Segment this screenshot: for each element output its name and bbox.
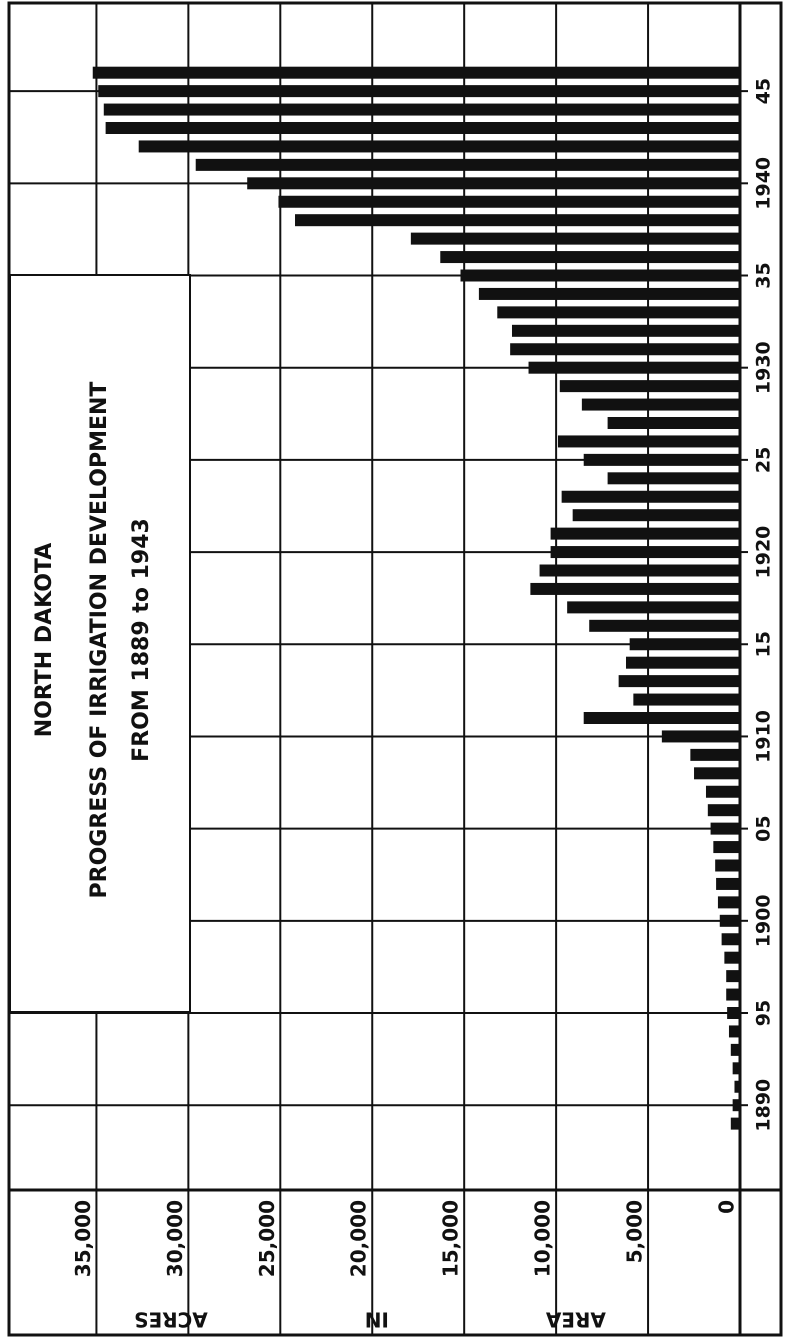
bar: [528, 361, 740, 374]
x-tick-label: 1940: [753, 157, 775, 210]
bar: [460, 269, 740, 282]
y-tick-label: 0: [715, 1200, 739, 1214]
bar: [98, 85, 740, 98]
bar: [557, 435, 740, 448]
bar: [589, 619, 740, 632]
bar: [510, 343, 740, 356]
bar: [583, 453, 740, 466]
bar: [727, 1007, 740, 1019]
bar: [295, 214, 740, 227]
bar: [732, 1062, 740, 1075]
bar: [92, 66, 740, 79]
bar: [707, 804, 740, 817]
x-tick-label: 15: [753, 631, 775, 657]
bar: [629, 638, 740, 651]
y-tick-label: 15,000: [439, 1200, 463, 1277]
bar: [497, 306, 740, 319]
bar: [694, 767, 740, 780]
y-tick-label: 5,000: [623, 1200, 647, 1263]
bar: [730, 1117, 740, 1130]
bar: [550, 527, 740, 540]
bar: [410, 232, 740, 245]
bar: [728, 1025, 740, 1038]
bar: [734, 1080, 740, 1093]
bar: [583, 712, 740, 724]
bar: [690, 748, 740, 761]
bar: [539, 564, 740, 577]
bar: [710, 822, 740, 835]
bar: [705, 785, 740, 798]
bar: [607, 417, 740, 429]
bar: [105, 122, 740, 134]
bar: [618, 675, 740, 688]
x-tick-label: 1930: [753, 341, 775, 394]
x-tick-label: 45: [753, 78, 775, 104]
bar: [561, 490, 740, 503]
bar: [715, 859, 740, 872]
x-tick-label: 1900: [753, 894, 775, 947]
bar: [138, 140, 741, 153]
chart-title: NORTH DAKOTA: [32, 543, 57, 738]
bar: [730, 1043, 740, 1056]
bar: [195, 158, 740, 171]
bar: [440, 251, 740, 264]
bar: [716, 877, 740, 890]
chart-subtitle: FROM 1889 to 1943: [129, 518, 154, 762]
x-tick-label: 1920: [753, 526, 775, 579]
bar: [719, 914, 740, 927]
title-box: [9, 274, 191, 1013]
bar: [559, 380, 740, 393]
x-tick-label: 95: [753, 1000, 775, 1026]
y-tick-label: 30,000: [163, 1200, 187, 1277]
bar: [247, 177, 740, 190]
bar: [567, 601, 740, 614]
y-tick-label: 20,000: [347, 1200, 371, 1277]
bar: [103, 103, 741, 116]
x-tick-label: 35: [753, 262, 775, 288]
chart-subtitle: PROGRESS OF IRRIGATION DEVELOPMENT: [87, 382, 112, 899]
bar: [511, 324, 740, 337]
y-tick-label: 35,000: [71, 1200, 95, 1277]
y-axis-label: AREA IN ACRES: [134, 1308, 606, 1332]
bar: [732, 1099, 740, 1112]
bar: [607, 472, 740, 485]
bar: [633, 693, 740, 706]
bar: [726, 988, 740, 1001]
bar: [713, 841, 740, 854]
bar: [278, 195, 740, 208]
bar: [724, 951, 740, 964]
bar: [478, 287, 740, 300]
x-tick-label: 1910: [753, 710, 775, 763]
bar: [530, 582, 740, 595]
bar: [726, 970, 740, 983]
bar: [721, 933, 740, 946]
y-tick-label: 10,000: [531, 1200, 555, 1277]
bar: [625, 656, 740, 669]
x-tick-label: 25: [753, 447, 775, 473]
x-tick-label: 05: [753, 815, 775, 841]
bar: [717, 896, 740, 909]
bar: [572, 509, 740, 522]
x-tick-label: 1890: [753, 1079, 775, 1132]
bar: [661, 730, 740, 743]
bar: [550, 546, 740, 559]
y-tick-label: 25,000: [255, 1200, 279, 1277]
bar: [581, 398, 740, 411]
